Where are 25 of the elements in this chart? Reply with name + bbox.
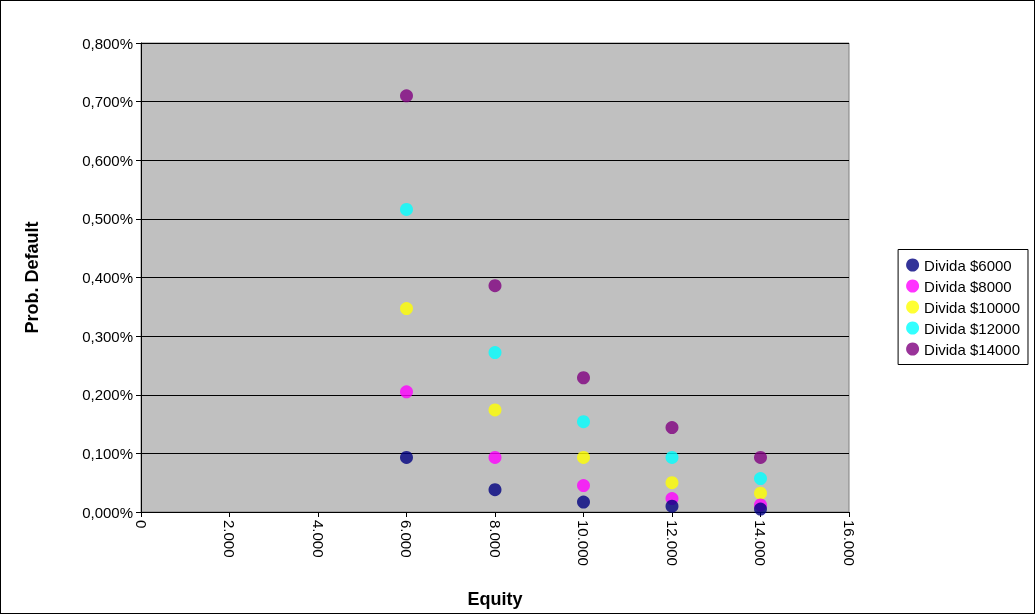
legend-label: Divida $12000 bbox=[924, 319, 1020, 337]
x-tick-label: 4.000 bbox=[309, 520, 327, 558]
y-tick-label: 0,400% bbox=[82, 269, 133, 286]
x-tick-label: 6.000 bbox=[398, 520, 415, 558]
y-tick-label: 0,800% bbox=[82, 34, 133, 52]
y-tick-label: 0,700% bbox=[82, 93, 133, 111]
x-tick-label: 10.000 bbox=[575, 520, 592, 566]
y-tick-label: 0,200% bbox=[82, 386, 133, 404]
legend-label: Divida $14000 bbox=[924, 340, 1020, 358]
y-tick-label: 0,300% bbox=[82, 327, 133, 345]
y-tick-label: 0,600% bbox=[82, 151, 133, 169]
x-tick-label: 2.000 bbox=[221, 520, 238, 558]
legend-label: Divida $8000 bbox=[924, 277, 1012, 295]
y-tick-label: 0,000% bbox=[82, 503, 133, 521]
x-tick-label: 12.000 bbox=[663, 520, 681, 566]
legend-label: Divida $10000 bbox=[924, 298, 1020, 316]
y-tick-label: 0,100% bbox=[82, 444, 133, 462]
x-axis-title: Equity bbox=[467, 589, 523, 609]
y-tick-label: 0,500% bbox=[82, 210, 133, 228]
y-axis-title: Prob. Default bbox=[22, 221, 42, 334]
x-tick-label: 14.000 bbox=[752, 520, 769, 566]
x-tick-label: 16.000 bbox=[840, 520, 858, 566]
legend-label: Divida $6000 bbox=[924, 256, 1012, 274]
x-tick-label: 8.000 bbox=[486, 520, 504, 558]
x-tick-label: 0 bbox=[132, 520, 150, 529]
